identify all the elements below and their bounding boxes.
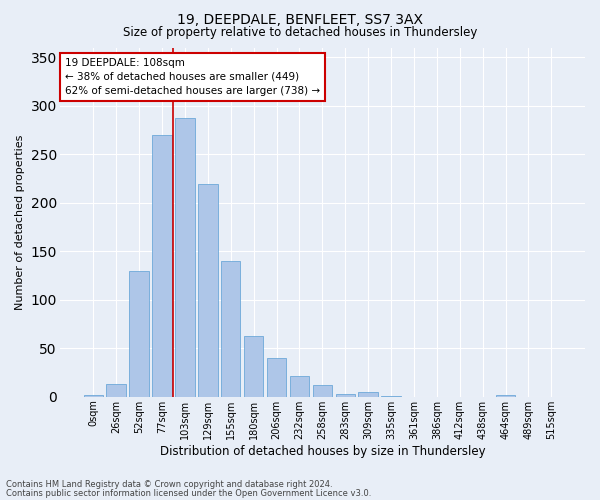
Text: Size of property relative to detached houses in Thundersley: Size of property relative to detached ho… (123, 26, 477, 39)
Bar (198, 184, 218, 397)
Bar (83, 395, 103, 397)
Bar (152, 135, 172, 397)
Bar (175, 118, 194, 397)
Bar (290, 376, 309, 397)
Text: 19 DEEPDALE: 108sqm
← 38% of detached houses are smaller (449)
62% of semi-detac: 19 DEEPDALE: 108sqm ← 38% of detached ho… (65, 58, 320, 96)
Text: Contains public sector information licensed under the Open Government Licence v3: Contains public sector information licen… (6, 488, 371, 498)
Bar (358, 392, 378, 397)
Y-axis label: Number of detached properties: Number of detached properties (15, 134, 25, 310)
X-axis label: Distribution of detached houses by size in Thundersley: Distribution of detached houses by size … (160, 444, 485, 458)
Bar (335, 394, 355, 397)
Bar (130, 270, 149, 397)
Bar (244, 336, 263, 397)
Bar (267, 358, 286, 397)
Bar (221, 261, 241, 397)
Bar (313, 385, 332, 397)
Bar (496, 395, 515, 397)
Text: 19, DEEPDALE, BENFLEET, SS7 3AX: 19, DEEPDALE, BENFLEET, SS7 3AX (177, 12, 423, 26)
Bar (106, 384, 126, 397)
Text: Contains HM Land Registry data © Crown copyright and database right 2024.: Contains HM Land Registry data © Crown c… (6, 480, 332, 489)
Bar (382, 396, 401, 397)
